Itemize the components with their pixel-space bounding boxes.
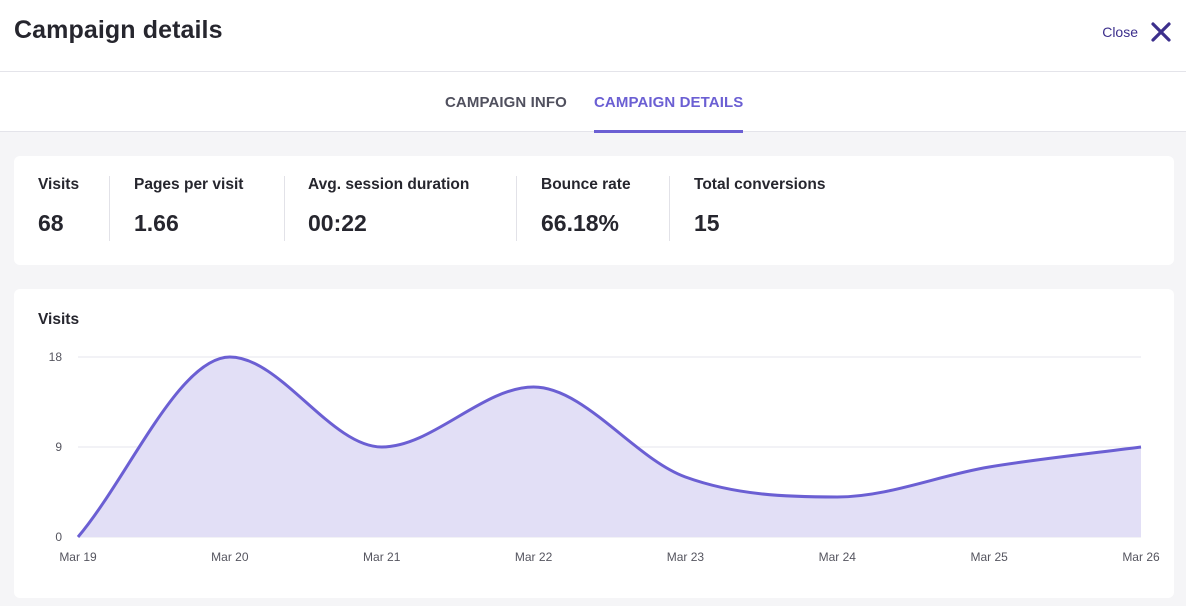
x-tick-label: Mar 26 — [1122, 550, 1160, 564]
visits-area-fill — [78, 357, 1141, 537]
tab-bar: CAMPAIGN INFO CAMPAIGN DETAILS — [0, 72, 1186, 133]
stat-pages-per-visit: Pages per visit 1.66 — [134, 176, 243, 242]
y-tick-label: 18 — [49, 350, 63, 364]
page-title: Campaign details — [14, 16, 223, 44]
x-tick-label: Mar 24 — [819, 550, 857, 564]
x-tick-label: Mar 23 — [667, 550, 705, 564]
stat-label: Visits — [38, 176, 80, 193]
stat-divider — [284, 176, 285, 241]
stat-visits: Visits 68 — [38, 176, 79, 242]
chart-title: Visits — [38, 311, 80, 328]
stat-label: Pages per visit — [134, 176, 244, 193]
stat-total-conversions: Total conversions 15 — [694, 176, 826, 242]
stat-label: Avg. session duration — [308, 176, 470, 193]
stat-bounce-rate: Bounce rate 66.18% — [541, 176, 631, 242]
modal-header: Campaign details Close — [0, 0, 1186, 72]
x-tick-label: Mar 22 — [515, 550, 553, 564]
stat-value: 66.18% — [541, 210, 620, 236]
stat-value: 00:22 — [308, 210, 367, 236]
stat-avg-session-duration: Avg. session duration 00:22 — [308, 176, 469, 242]
y-tick-label: 0 — [55, 530, 62, 544]
x-tick-label: Mar 20 — [211, 550, 249, 564]
stat-value: 15 — [694, 210, 720, 236]
stat-divider — [109, 176, 110, 241]
stat-value: 68 — [38, 210, 64, 236]
tab-campaign-info[interactable]: CAMPAIGN INFO — [445, 94, 567, 111]
stat-divider — [516, 176, 517, 241]
stat-label: Total conversions — [694, 176, 826, 193]
stat-divider — [669, 176, 670, 241]
close-icon — [1151, 22, 1171, 42]
visits-chart: 0 9 18 Mar 19 Mar 20 Mar 21 Mar 22 Mar 23 Mar 24… — [49, 350, 1160, 564]
stat-value: 1.66 — [134, 210, 179, 236]
y-tick-label: 9 — [55, 440, 62, 454]
stat-label: Bounce rate — [541, 176, 631, 193]
x-tick-label: Mar 25 — [970, 550, 1008, 564]
tab-campaign-details[interactable]: CAMPAIGN DETAILS — [594, 72, 744, 133]
close-label: Close — [1102, 24, 1138, 40]
x-tick-label: Mar 19 — [59, 550, 97, 564]
x-tick-label: Mar 21 — [363, 550, 401, 564]
visits-series-line — [76, 355, 1142, 538]
stats-card: Visits 68 Pages per visit 1.66 Avg. sess… — [14, 156, 1174, 265]
visits-chart-card: Visits 0 9 18 Mar 19 Mar 20 Mar 21 Mar 22 Mar 2… — [14, 289, 1174, 598]
close-button[interactable]: Close — [1102, 18, 1172, 46]
